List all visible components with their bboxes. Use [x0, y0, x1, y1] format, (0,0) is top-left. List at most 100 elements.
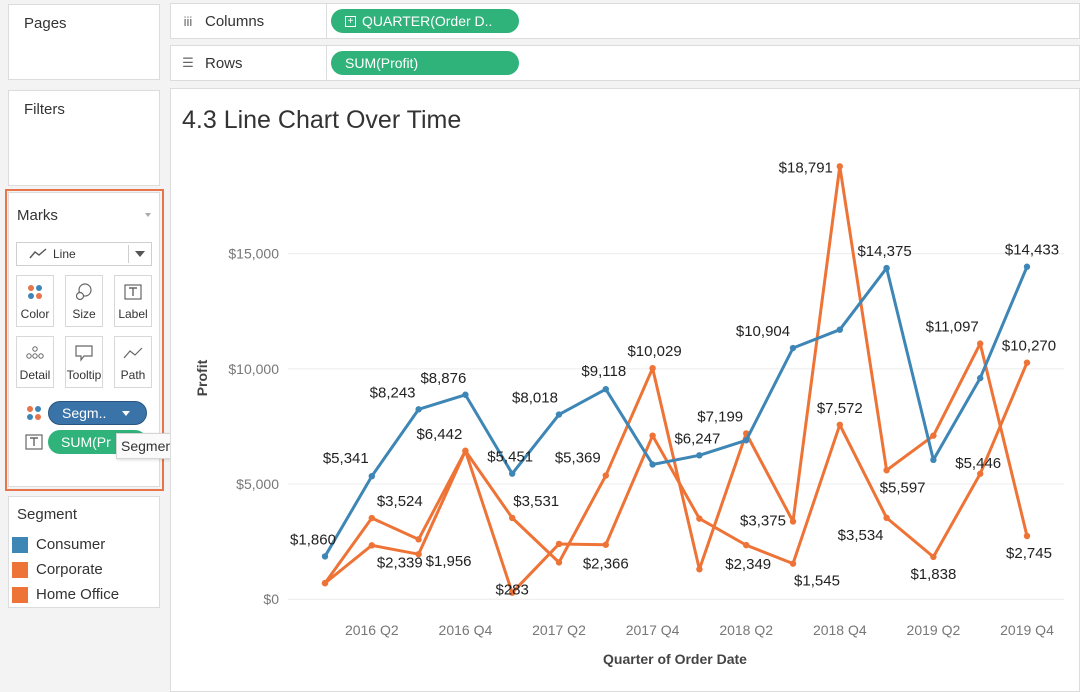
- data-point-consumer: [1023, 263, 1031, 270]
- x-tick-label: 2016 Q2: [345, 622, 399, 638]
- marks-title: Marks: [17, 207, 58, 224]
- chevron-down-icon[interactable]: [122, 411, 130, 416]
- filters-panel[interactable]: Filters: [8, 90, 160, 186]
- data-point-consumer: [977, 374, 984, 382]
- data-label: $10,029: [627, 343, 681, 360]
- data-point-corporate: [415, 536, 422, 543]
- size-button-label: Size: [72, 307, 96, 321]
- y-axis-title: Profit: [194, 359, 210, 396]
- detail-button-label: Detail: [19, 368, 51, 382]
- x-tick-label: 2018 Q4: [813, 622, 867, 638]
- data-label: $2,745: [1006, 545, 1052, 562]
- legend-item-home-office[interactable]: Home Office: [12, 586, 119, 603]
- data-label: $7,199: [697, 408, 743, 425]
- data-point-corporate: [321, 579, 329, 587]
- columns-shelf[interactable]: iii Columns + QUARTER(Order D..: [170, 3, 1080, 39]
- color-button-label: Color: [20, 307, 50, 321]
- y-tick-label: $10,000: [228, 361, 279, 377]
- data-point-corporate: [883, 467, 890, 474]
- data-label: $1,860: [290, 531, 336, 548]
- sum-profit-pill[interactable]: SUM(Profit): [331, 51, 519, 75]
- data-label: $14,433: [1005, 242, 1059, 259]
- data-label: $283: [496, 582, 529, 599]
- x-tick-label: 2017 Q4: [626, 622, 680, 638]
- data-point-home-office: [1023, 359, 1031, 366]
- label-button[interactable]: Label: [114, 275, 152, 327]
- tooltip-button[interactable]: Tooltip: [65, 336, 103, 388]
- size-icon: [75, 283, 92, 301]
- data-label: $7,572: [817, 400, 863, 417]
- data-point-corporate: [509, 514, 516, 522]
- data-point-corporate: [462, 447, 469, 455]
- size-button[interactable]: Size: [65, 275, 103, 327]
- legend-label: Home Office: [36, 586, 120, 603]
- path-line-icon: [123, 347, 143, 359]
- x-tick-label: 2018 Q2: [719, 622, 773, 638]
- legend-item-consumer[interactable]: Consumer: [12, 536, 105, 553]
- data-point-consumer: [415, 406, 422, 413]
- series-line-consumer: [323, 266, 1029, 558]
- data-point-consumer: [509, 470, 516, 477]
- data-point-home-office: [883, 514, 890, 522]
- segment-legend: Segment: [8, 496, 160, 608]
- tooltip-bubble-icon: [75, 345, 93, 362]
- pages-panel[interactable]: Pages: [8, 4, 160, 80]
- data-label: $6,247: [674, 430, 720, 447]
- data-point-corporate: [930, 432, 937, 439]
- data-point-consumer: [555, 411, 563, 418]
- text-icon: [25, 434, 43, 450]
- data-point-home-office: [509, 589, 516, 596]
- x-tick-label: 2019 Q2: [907, 622, 961, 638]
- x-tick-label: 2017 Q2: [532, 622, 586, 638]
- data-label: $8,018: [512, 390, 558, 407]
- data-label: $2,349: [725, 556, 771, 573]
- data-point-home-office: [555, 540, 563, 548]
- legend-swatch: [12, 536, 28, 553]
- data-point-home-office: [836, 421, 843, 428]
- pages-title: Pages: [24, 15, 67, 32]
- mark-type-label: Line: [53, 247, 76, 261]
- data-label: $3,531: [513, 493, 559, 510]
- path-button[interactable]: Path: [114, 336, 152, 388]
- path-button-label: Path: [120, 368, 146, 382]
- x-tick-label: 2016 Q4: [439, 622, 493, 638]
- rows-shelf[interactable]: ☰ Rows SUM(Profit): [170, 45, 1080, 81]
- rows-label: Rows: [205, 54, 243, 72]
- marks-menu-caret-icon[interactable]: [145, 213, 151, 217]
- detail-button[interactable]: Detail: [16, 336, 54, 388]
- data-label: $5,446: [955, 455, 1001, 472]
- legend-item-corporate[interactable]: Corporate: [12, 561, 103, 578]
- data-label: $1,545: [794, 573, 840, 590]
- chart-title: 4.3 Line Chart Over Time: [182, 106, 462, 134]
- segment-pill-label: Segm..: [62, 405, 107, 421]
- data-label: $18,791: [779, 159, 833, 176]
- data-point-consumer: [930, 456, 937, 464]
- segment-color-pill[interactable]: Segm..: [48, 401, 147, 425]
- data-point-corporate: [555, 559, 563, 566]
- data-point-home-office: [649, 432, 656, 439]
- data-point-home-office: [789, 560, 797, 567]
- data-point-consumer: [743, 437, 750, 444]
- data-point-consumer: [649, 461, 656, 468]
- data-point-consumer: [462, 391, 469, 398]
- data-label: $1,956: [426, 553, 472, 570]
- plus-icon: +: [345, 15, 356, 27]
- quarter-order-date-pill[interactable]: + QUARTER(Order D..: [331, 9, 519, 33]
- columns-shelf-label: iii Columns: [171, 4, 327, 38]
- data-point-consumer: [836, 326, 843, 333]
- text-icon: [124, 284, 142, 300]
- color-dots-icon: [28, 285, 42, 299]
- data-label: $5,341: [323, 450, 369, 467]
- y-tick-label: $15,000: [228, 246, 279, 262]
- data-label: $3,375: [740, 512, 786, 529]
- data-point-corporate: [789, 518, 797, 525]
- line-mark-icon: [29, 248, 47, 259]
- data-point-home-office: [368, 542, 375, 549]
- color-button[interactable]: Color: [16, 275, 54, 327]
- marks-highlight: [5, 189, 164, 491]
- data-label: $10,270: [1002, 338, 1056, 355]
- chevron-down-icon: [135, 251, 145, 257]
- series-line-corporate: [323, 164, 1029, 584]
- mark-type-dropdown[interactable]: Line: [16, 242, 152, 266]
- data-point-corporate: [602, 472, 609, 479]
